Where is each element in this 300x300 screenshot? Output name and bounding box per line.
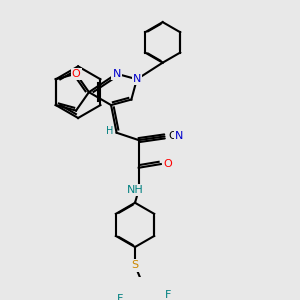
- Text: C: C: [168, 131, 176, 141]
- Text: N: N: [133, 74, 141, 84]
- Text: F: F: [165, 290, 171, 300]
- Text: NH: NH: [127, 185, 143, 195]
- Text: S: S: [131, 260, 139, 271]
- Text: F: F: [117, 294, 124, 300]
- Text: O: O: [163, 159, 172, 169]
- Text: N: N: [175, 131, 183, 141]
- Text: O: O: [72, 69, 80, 79]
- Text: N: N: [112, 69, 121, 79]
- Text: H: H: [106, 126, 113, 136]
